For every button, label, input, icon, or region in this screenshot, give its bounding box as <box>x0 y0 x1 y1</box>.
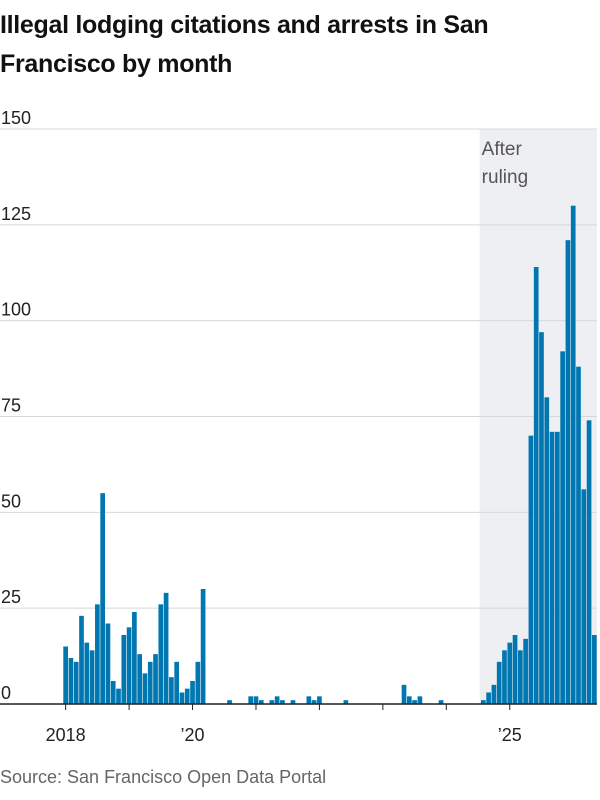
bar <box>560 351 565 704</box>
bar <box>116 688 121 704</box>
bar <box>169 677 174 704</box>
bar <box>179 692 185 704</box>
bar <box>100 493 105 704</box>
bar <box>84 642 90 704</box>
annotation-line: After <box>482 139 523 160</box>
bar <box>142 673 148 704</box>
bar <box>544 397 550 704</box>
bar <box>549 431 555 704</box>
bar <box>517 650 523 704</box>
bar <box>258 700 264 704</box>
bar <box>491 684 497 704</box>
bar <box>412 700 417 704</box>
bar <box>147 661 153 704</box>
bar <box>512 635 518 704</box>
y-tick-label: 0 <box>1 683 11 703</box>
y-tick-label: 75 <box>1 396 21 416</box>
bar <box>555 431 560 704</box>
bar <box>565 240 571 704</box>
y-tick-label: 25 <box>1 587 21 607</box>
bar <box>528 435 534 704</box>
x-tick-label: ’25 <box>498 725 522 745</box>
bar <box>153 654 158 704</box>
y-tick-label: 50 <box>1 491 21 511</box>
bar <box>438 700 444 704</box>
bar <box>280 700 285 704</box>
bar <box>306 696 312 704</box>
bar <box>253 696 259 704</box>
bar <box>132 612 137 704</box>
y-tick-label: 125 <box>1 204 31 224</box>
bar <box>343 700 349 704</box>
bar <box>576 366 581 704</box>
bar <box>227 700 232 704</box>
x-tick-label: 2018 <box>46 725 86 745</box>
bar <box>95 604 100 704</box>
bar <box>274 696 280 704</box>
bar <box>507 642 513 704</box>
source-note: Source: San Francisco Open Data Portal <box>0 767 327 787</box>
bar <box>592 635 597 704</box>
chart-title: Illegal lodging citations and arrests in… <box>0 11 489 78</box>
bar <box>68 658 74 704</box>
bar <box>110 681 116 704</box>
bar <box>200 589 206 704</box>
bar <box>89 650 95 704</box>
bar <box>63 646 68 704</box>
bar <box>158 604 164 704</box>
bar-chart: After ruling 0 25 50 75 100 125 150 2018 ’20 ’25 <box>0 108 597 745</box>
bar <box>184 688 190 704</box>
bar <box>406 696 412 704</box>
bar <box>496 661 502 704</box>
bar <box>486 692 491 704</box>
bar <box>581 489 587 704</box>
bar <box>269 700 275 704</box>
bar <box>533 267 539 704</box>
y-tick-label: 150 <box>1 108 31 128</box>
bar <box>539 332 544 704</box>
bar <box>586 420 592 704</box>
bar <box>105 623 111 704</box>
bar <box>126 627 132 704</box>
bar <box>401 684 407 704</box>
bar <box>163 592 169 704</box>
bar <box>480 700 486 704</box>
bar <box>79 615 84 704</box>
bar <box>290 700 296 704</box>
annotation-line: ruling <box>482 167 528 188</box>
bar <box>73 661 79 704</box>
bar <box>195 661 201 704</box>
y-tick-label: 100 <box>1 300 31 320</box>
bar <box>570 205 576 704</box>
x-tick-label: ’20 <box>181 725 205 745</box>
bar <box>190 681 195 704</box>
bar <box>502 650 507 704</box>
bar <box>121 635 127 704</box>
bar <box>174 661 180 704</box>
bar <box>317 696 322 704</box>
bar <box>417 696 423 704</box>
bar <box>137 654 143 704</box>
bar <box>311 700 317 704</box>
after-ruling-annotation: After ruling <box>482 139 528 188</box>
bar <box>523 638 528 704</box>
bar <box>248 696 254 704</box>
